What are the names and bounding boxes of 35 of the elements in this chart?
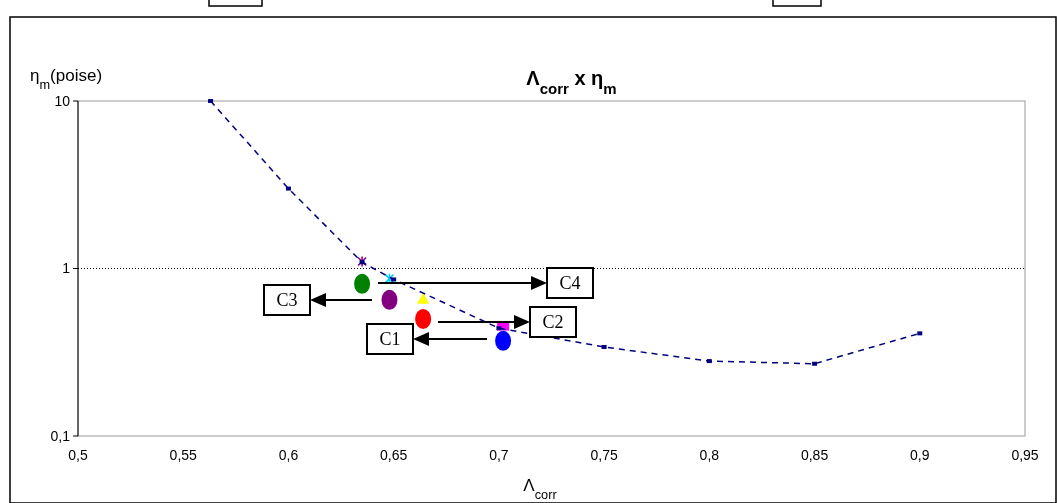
x-tick-label: 0,6 xyxy=(278,447,299,463)
point xyxy=(496,326,502,331)
annotation: C3 xyxy=(276,290,298,311)
x-axis-title: Λ$_{corr}$ xyxy=(523,476,558,502)
point xyxy=(354,273,371,294)
x-tick-label: 0,95 xyxy=(1011,447,1039,463)
x-tick-label: 0,9 xyxy=(910,447,930,463)
x-tick-label: 0,55 xyxy=(169,447,198,463)
point xyxy=(359,260,365,265)
x-tick-label: 0,7 xyxy=(489,447,509,463)
point xyxy=(285,186,291,191)
point xyxy=(917,331,923,336)
point xyxy=(706,359,712,364)
y-tick-label: 0,1 xyxy=(50,427,71,444)
y-tick-label: 1 xyxy=(62,260,71,277)
y-tick-label: 10 xyxy=(54,92,71,109)
x-tick-label: 0,8 xyxy=(699,447,720,463)
annotation: C1 xyxy=(379,329,401,350)
point xyxy=(417,292,430,304)
point xyxy=(357,255,367,268)
x-tick-label: 0,75 xyxy=(590,447,618,463)
point xyxy=(208,99,214,103)
chart-title: Λ$_{corr}$ x η$_{m}$ xyxy=(526,67,617,97)
point xyxy=(381,289,398,310)
x-tick-label: 0,65 xyxy=(380,447,408,463)
point xyxy=(391,277,397,282)
point xyxy=(495,330,512,351)
annotation: C4 xyxy=(559,273,581,294)
point xyxy=(415,308,432,329)
x-tick-label: 0,85 xyxy=(800,447,829,463)
point xyxy=(601,344,607,349)
y-axis-title: η$_{m}$(poise) xyxy=(30,66,103,92)
annotation: C2 xyxy=(542,312,564,333)
point xyxy=(812,361,818,366)
x-tick-label: 0,5 xyxy=(68,447,88,463)
